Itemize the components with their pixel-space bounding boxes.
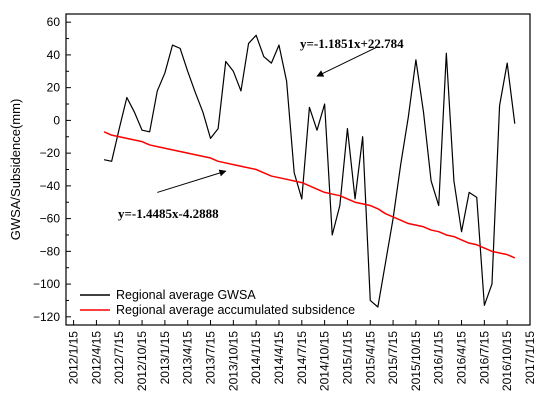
y-tick-label: 40	[47, 48, 61, 62]
annotation-arrow	[316, 46, 379, 77]
y-axis-title: GWSA/Subsidence(mm)	[8, 99, 23, 241]
x-tick-label: 2016/7/15	[477, 331, 491, 385]
regression-equation-subsidence: y=-1.4485x-4.2888	[118, 206, 219, 221]
x-tick-label: 2016/1/15	[432, 331, 446, 385]
series-line-subsidence	[103, 131, 516, 259]
x-tick-label: 2013/10/15	[226, 331, 240, 391]
x-tick-label: 2014/1/15	[249, 331, 263, 385]
x-tick-label: 2012/7/15	[112, 331, 126, 385]
x-tick-label: 2013/4/15	[181, 331, 195, 385]
x-tick-label: 2015/7/15	[386, 331, 400, 385]
legend-label: Regional average GWSA	[116, 288, 256, 302]
y-tick-label: −60	[40, 212, 61, 226]
x-tick-label: 2012/1/15	[67, 331, 81, 385]
x-tick-label: 2015/1/15	[340, 331, 354, 385]
x-tick-label: 2014/10/15	[318, 331, 332, 391]
y-tick-label: −100	[33, 277, 60, 291]
y-tick-label: 0	[53, 113, 60, 127]
annotation-arrow	[157, 169, 227, 193]
x-tick-label: 2016/10/15	[500, 331, 514, 391]
x-tick-label: 2017/1/15	[523, 331, 537, 385]
plot-frame	[65, 13, 531, 326]
x-tick-label: 2016/4/15	[455, 331, 469, 385]
series-line-gwsa	[103, 34, 516, 308]
y-tick-label: 20	[47, 81, 61, 95]
x-tick-label: 2014/7/15	[295, 331, 309, 385]
x-tick-label: 2013/7/15	[204, 331, 218, 385]
x-tick-label: 2014/4/15	[272, 331, 286, 385]
x-tick-label: 2012/4/15	[89, 331, 103, 385]
legend-label: Regional average accumulated subsidence	[116, 303, 355, 317]
y-tick-label: −80	[40, 244, 61, 258]
x-tick-label: 2012/10/15	[135, 331, 149, 391]
y-tick-label: −120	[33, 310, 60, 324]
annotations: y=-1.1851x+22.784 y=-1.4485x-4.2888	[118, 36, 404, 221]
x-tick-label: 2015/10/15	[409, 331, 423, 391]
y-tick-label: 60	[47, 15, 61, 29]
x-tick-label: 2015/4/15	[363, 331, 377, 385]
axes: 60 40 20 0 −20 −40 −60 −80 −100 −120 2012/1/15 2012…	[8, 13, 537, 391]
x-tick-label: 2013/1/15	[158, 331, 172, 385]
regression-equation-gwsa: y=-1.1851x+22.784	[300, 36, 404, 51]
y-tick-label: −20	[40, 146, 61, 160]
plot-area	[103, 34, 516, 308]
y-tick-label: −40	[40, 179, 61, 193]
